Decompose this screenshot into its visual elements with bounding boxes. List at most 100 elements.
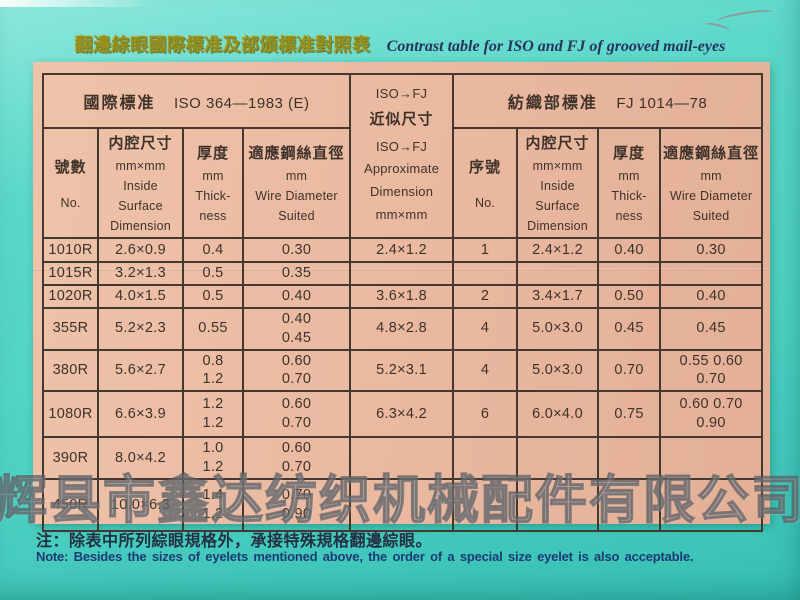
table-cell: 1015R bbox=[42, 261, 99, 286]
contrast-table: 國際標准 ISO 364—1983 (E) ISO→FJ 近似尺寸 ISO→FJ… bbox=[41, 73, 764, 533]
table-cell bbox=[659, 261, 764, 286]
fj-col-thickness: 厚度 mm Thick- ness bbox=[597, 127, 662, 239]
table-cell: 5.0×3.0 bbox=[516, 348, 600, 393]
table-row: 450R 10.0×6.3 1.4 1.2 0.70 0.90 bbox=[42, 478, 764, 533]
fj-section-header: 紡織部標准 FJ 1014—78 bbox=[452, 73, 764, 129]
fj-col-wire: 適應鋼絲直徑 mm Wire Diameter Suited bbox=[659, 127, 764, 239]
approx-dimension-header: ISO→FJ 近似尺寸 ISO→FJ Approximate Dimension… bbox=[349, 73, 455, 239]
table-cell: 4.0×1.5 bbox=[97, 284, 184, 309]
table-cell: 0.55 0.60 0.70 bbox=[659, 348, 764, 393]
iso-standard-code: ISO 364—1983 (E) bbox=[173, 95, 310, 112]
iso-col-inside: 内腔尺寸 mm×mm Inside Surface Dimension bbox=[97, 127, 184, 239]
fj-col-thickness-sub: mm Thick- ness bbox=[611, 169, 647, 223]
table-cell: 10.0×6.3 bbox=[97, 478, 184, 533]
table-cell: 0.45 bbox=[659, 306, 764, 351]
table-cell bbox=[516, 478, 600, 533]
table-cell: 0.30 bbox=[241, 237, 352, 263]
fj-col-wire-zh: 適應鋼絲直徑 bbox=[663, 145, 760, 162]
table-cell bbox=[659, 478, 764, 533]
table-cell bbox=[349, 478, 455, 533]
table-cell bbox=[452, 478, 519, 533]
table-cell: 0.40 bbox=[597, 237, 662, 263]
table-cell: 0.8 1.2 bbox=[182, 348, 244, 393]
table-cell: 390R bbox=[42, 436, 99, 481]
note-chinese: 注：除表中所列綜眼規格外，承接特殊規格翻邊綜眼。 bbox=[36, 533, 433, 550]
approx-header-top: ISO→FJ bbox=[375, 85, 428, 101]
table-cell: 0.30 bbox=[659, 237, 764, 263]
iso-col-no-en: No. bbox=[60, 195, 81, 210]
approx-header-lines: ISO→FJ Approximate Dimension mm×mm bbox=[363, 138, 440, 222]
table-cell bbox=[597, 261, 662, 286]
paper-glare bbox=[0, 0, 160, 7]
table-cell: 0.40 bbox=[241, 284, 352, 309]
iso-col-no: 號數 No. bbox=[42, 127, 99, 239]
table-cell bbox=[452, 436, 519, 481]
table-row: 355R 5.2×2.3 0.55 0.40 0.45 4.8×2.8 4 5.0×3.0 0… bbox=[42, 306, 764, 351]
table-cell: 0.40 0.45 bbox=[241, 306, 352, 351]
company-watermark: 辉县市鑫达纺织机械配件有限公司 bbox=[0, 471, 800, 531]
table-row: 1010R 2.6×0.9 0.4 0.30 2.4×1.2 1 2.4×1.2 0.40 0.… bbox=[42, 237, 764, 263]
table-body: 1010R 2.6×0.9 0.4 0.30 2.4×1.2 1 2.4×1.2 0.40 0.… bbox=[42, 237, 764, 533]
table-cell: 0.60 0.70 bbox=[241, 390, 352, 439]
table-cell: 0.70 0.90 bbox=[241, 478, 352, 533]
table-row: 1080R 6.6×3.9 1.2 1.2 0.60 0.70 6.3×4.2 6 6.0×… bbox=[42, 390, 764, 439]
approx-header-zh: 近似尺寸 bbox=[369, 110, 434, 128]
table-cell: 355R bbox=[42, 306, 99, 351]
table-cell: 3.6×1.8 bbox=[349, 284, 455, 309]
table-cell: 0.60 0.70 bbox=[241, 436, 352, 481]
iso-col-wire-zh: 適應鋼絲直徑 bbox=[248, 145, 345, 162]
table-cell: 2.4×1.2 bbox=[349, 237, 455, 263]
table-cell: 0.4 bbox=[182, 237, 244, 263]
table-cell: 0.35 bbox=[241, 261, 352, 286]
table-cell bbox=[516, 261, 600, 286]
fj-col-inside-zh: 内腔尺寸 bbox=[525, 135, 590, 152]
table-cell bbox=[659, 436, 764, 481]
table-cell: 450R bbox=[42, 478, 99, 533]
table-cell: 0.5 bbox=[182, 284, 244, 309]
iso-col-no-zh: 號數 bbox=[54, 158, 87, 176]
table-cell: 6 bbox=[452, 390, 519, 439]
table-cell: 6.3×4.2 bbox=[349, 390, 455, 439]
iso-col-thickness-zh: 厚度 bbox=[196, 145, 229, 162]
table-cell bbox=[349, 436, 455, 481]
table-cell: 1080R bbox=[42, 390, 99, 439]
table-cell: 0.5 bbox=[182, 261, 244, 286]
table-cell bbox=[597, 478, 662, 533]
table-cell: 1 bbox=[452, 237, 519, 263]
table-cell: 0.70 bbox=[597, 348, 662, 393]
red-scratch-mark bbox=[715, 7, 775, 27]
table-cell: 8.0×4.2 bbox=[97, 436, 184, 481]
fj-col-no: 序號 No. bbox=[452, 127, 519, 239]
table-cell bbox=[452, 261, 519, 286]
table-cell: 0.60 0.70 bbox=[241, 348, 352, 393]
iso-col-wire: 適應鋼絲直徑 mm Wire Diameter Suited bbox=[241, 127, 352, 239]
table-cell: 5.2×3.1 bbox=[349, 348, 455, 393]
iso-col-thickness: 厚度 mm Thick- ness bbox=[182, 127, 244, 239]
iso-col-inside-zh: 内腔尺寸 bbox=[108, 135, 173, 152]
table-cell: 0.55 bbox=[182, 306, 244, 351]
table-cell: 4 bbox=[452, 306, 519, 351]
table-row: 1015R 3.2×1.3 0.5 0.35 bbox=[42, 261, 764, 286]
iso-col-inside-sub: mm×mm Inside Surface Dimension bbox=[110, 159, 171, 233]
fj-col-no-zh: 序號 bbox=[469, 158, 502, 176]
table-cell: 1010R bbox=[42, 237, 99, 263]
table-cell: 380R bbox=[42, 348, 99, 393]
table-cell: 6.6×3.9 bbox=[97, 390, 184, 439]
iso-section-label: 國際標准 bbox=[83, 95, 156, 112]
table-row: 1020R 4.0×1.5 0.5 0.40 3.6×1.8 2 3.4×1.7 0.50 0.… bbox=[42, 284, 764, 309]
table-cell: 1.0 1.2 bbox=[182, 436, 244, 481]
table-row: 390R 8.0×4.2 1.0 1.2 0.60 0.70 bbox=[42, 436, 764, 481]
fj-col-no-en: No. bbox=[475, 195, 496, 210]
table-cell: 4 bbox=[452, 348, 519, 393]
table-cell: 0.40 bbox=[659, 284, 764, 309]
table-cell: 1.2 1.2 bbox=[182, 390, 244, 439]
table-cell: 0.50 bbox=[597, 284, 662, 309]
table-cell: 3.4×1.7 bbox=[516, 284, 600, 309]
table-cell: 0.45 bbox=[597, 306, 662, 351]
table-paper-sheet: 國際標准 ISO 364—1983 (E) ISO→FJ 近似尺寸 ISO→FJ… bbox=[33, 62, 770, 533]
table-cell bbox=[597, 436, 662, 481]
table-cell: 3.2×1.3 bbox=[97, 261, 184, 286]
fj-col-inside: 内腔尺寸 mm×mm Inside Surface Dimension bbox=[516, 127, 600, 239]
table-cell: 5.0×3.0 bbox=[516, 306, 600, 351]
